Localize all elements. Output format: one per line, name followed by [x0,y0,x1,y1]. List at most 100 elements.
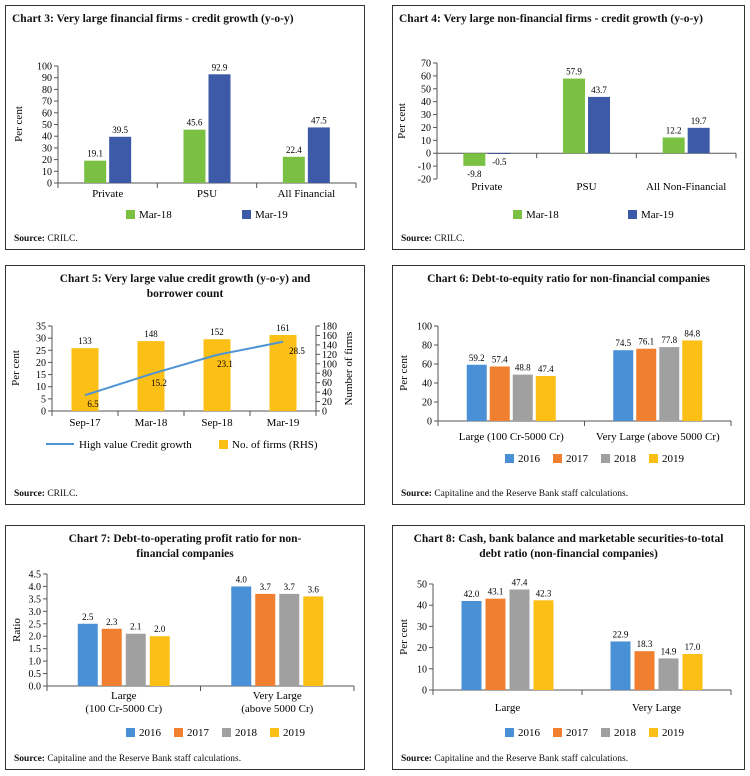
legend-label: 2018 [235,727,258,739]
chart-title: Chart 4: Very large non-financial firms … [399,13,703,25]
y-tick-label: -20 [418,175,431,186]
y-tick-label: 10 [36,382,46,393]
chart-source: Source: Capitaline and the Reserve Bank … [401,489,629,499]
y-axis-label: Ratio [11,618,23,642]
x-category-label: Sep-18 [201,417,233,429]
data-label: 43.1 [488,587,504,597]
y-tick-label: 3.5 [29,594,42,605]
chart-8-plot: 0 10 20 30 40 50 Per cent 42.0 43.1 47.4 42.3 Large… [398,578,732,739]
chart-6-plot: 0 20 40 60 80 100 Per cent 59.2 57.4 48.8 47.4 Larg… [398,322,732,465]
legend-swatch [553,454,562,463]
chart-4-panel: Chart 4: Very large non-financial firms … [392,5,745,250]
data-label: 148 [144,329,158,339]
line-data-label: 6.5 [87,399,99,409]
data-label: 47.4 [512,578,528,588]
data-label: 4.0 [236,574,248,584]
chart-source: Source: CRILC. [14,234,78,244]
data-label: 2.5 [82,612,94,622]
y-tick-label: 5 [41,394,46,405]
x-category-sublabel: (above 5000 Cr) [241,703,313,715]
data-label: 57.4 [492,354,508,364]
legend-swatch [628,210,637,219]
y-tick-label: -10 [418,162,431,173]
data-label: 3.7 [260,582,272,592]
legend-label: No. of firms (RHS) [232,439,318,451]
x-category-label: All Financial [277,188,335,200]
y-tick-label: 0 [41,407,46,418]
data-label: 42.3 [536,588,552,598]
data-label: 2.0 [154,624,166,634]
legend-label: 2019 [662,453,685,465]
y2-tick-label: 160 [322,331,337,342]
chart-title: Chart 7: Debt-to-operating profit ratio … [68,533,302,560]
line-data-label: 23.1 [217,359,233,369]
y2-tick-label: 60 [322,378,332,389]
y-tick-label: 20 [422,398,432,409]
y-tick-label: 1.0 [29,657,42,668]
data-label: 22.4 [286,145,302,155]
bar [125,633,146,686]
y-tick-label: 50 [42,120,52,131]
y2-tick-label: 40 [322,388,332,399]
legend-label: Mar-19 [255,209,288,221]
y-tick-label: 30 [417,622,427,633]
bar [461,600,482,690]
y-tick-label: 3.0 [29,607,42,618]
y-tick-label: 50 [417,580,427,591]
bar [636,348,657,421]
y-tick-label: 80 [422,341,432,352]
y-axis-label: Per cent [396,103,408,139]
data-label: 48.8 [515,363,531,373]
y2-tick-label: 20 [322,397,332,408]
x-category-label: Mar-19 [267,417,300,429]
y-tick-label: 100 [37,62,52,73]
y2-tick-label: 80 [322,369,332,380]
data-label: -0.5 [492,157,507,167]
y2-tick-label: 180 [322,322,337,333]
legend-label: 2019 [283,727,306,739]
data-label: 133 [78,336,92,346]
legend-swatch [126,210,135,219]
bar [588,96,610,154]
y-tick-label: 80 [42,85,52,96]
data-label: 14.9 [661,646,677,656]
bar [307,127,330,183]
data-label: 3.6 [308,584,320,594]
data-label: 84.8 [684,328,700,338]
data-label: 152 [210,327,224,337]
chart-5-panel: Chart 5: Very large value credit growth … [5,265,365,505]
x-category-label: PSU [576,181,596,193]
x-category-label: Sep-17 [69,417,101,429]
bar [303,596,324,686]
bar [101,628,122,686]
legend-swatch [270,728,279,737]
chart-source: Source: Capitaline and the Reserve Bank … [14,754,242,764]
y-tick-label: 90 [42,73,52,84]
y2-tick-label: 100 [322,359,337,370]
x-category-label: Very Large (above 5000 Cr) [596,431,720,443]
y-tick-label: 20 [417,643,427,654]
data-label: 57.9 [566,67,582,77]
bar [183,129,206,183]
x-category-label: Mar-18 [135,417,168,429]
y-tick-label: 30 [36,334,46,345]
x-category-label: Large (100 Cr-5000 Cr) [459,431,564,443]
y-tick-label: 60 [422,360,432,371]
chart-8-panel: Chart 8: Cash, bank balance and marketab… [392,525,745,770]
y-tick-label: 100 [417,322,432,333]
y-tick-label: 50 [421,84,431,95]
y-tick-label: 20 [421,123,431,134]
chart-6-panel: Chart 6: Debt-to-equity ratio for non-fi… [392,265,745,505]
data-label: 47.5 [311,115,327,125]
legend-label: 2017 [187,727,210,739]
data-label: 42.0 [464,589,480,599]
chart-title: Chart 8: Cash, bank balance and marketab… [413,533,724,560]
legend-swatch [553,728,562,737]
y-tick-label: 70 [42,97,52,108]
y-tick-label: 0.0 [29,682,42,693]
data-label: 45.6 [187,118,203,128]
bar [488,153,511,155]
